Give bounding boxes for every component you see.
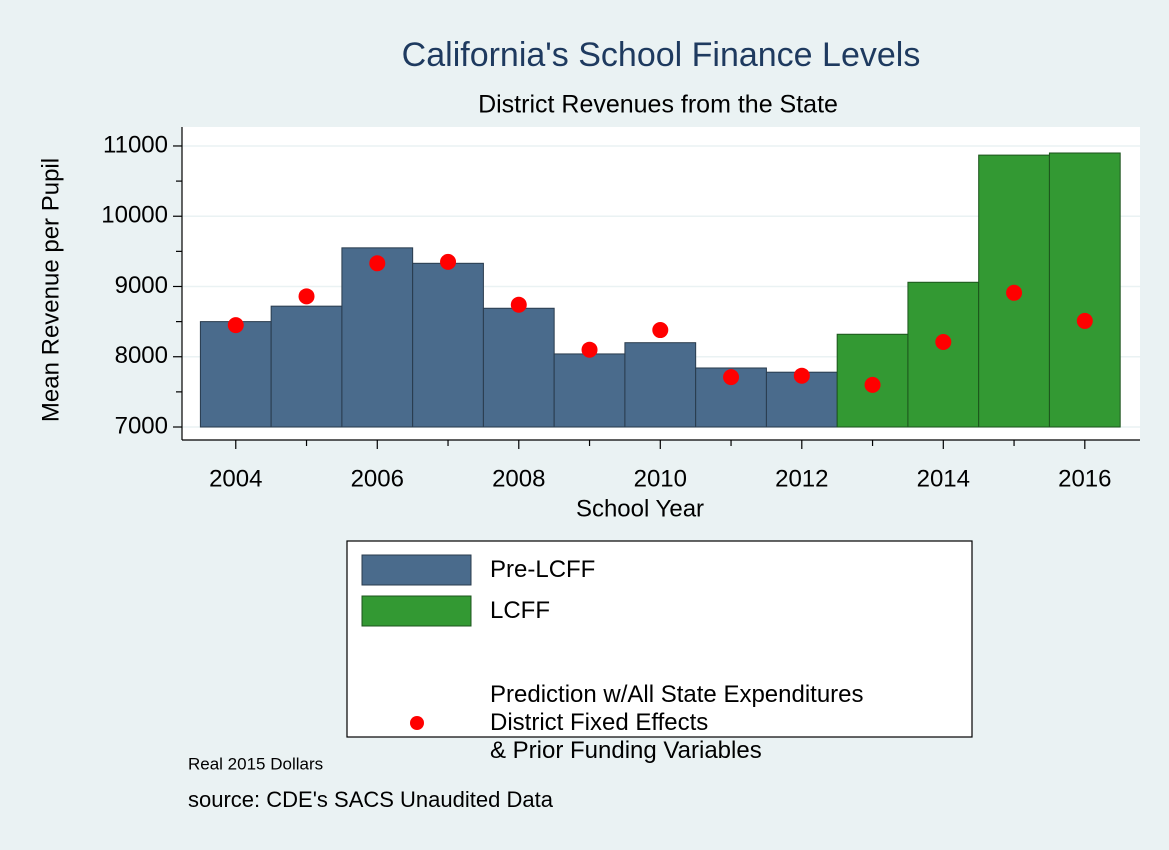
- bar: [270, 305, 343, 428]
- point: [227, 317, 244, 334]
- chart-title: California's School Finance Levels: [402, 36, 921, 74]
- point: [723, 369, 740, 386]
- x-tick-label: 2010: [634, 465, 687, 492]
- point: [1006, 284, 1023, 301]
- point: [935, 333, 952, 350]
- legend-label: LCFF: [490, 597, 550, 624]
- bar: [907, 281, 980, 428]
- legend-marker: [410, 716, 424, 730]
- bar: [341, 247, 414, 428]
- y-tick-label: 10000: [101, 202, 168, 229]
- bar: [1048, 152, 1121, 428]
- point: [652, 322, 669, 339]
- legend-swatch: [361, 595, 472, 627]
- chart-subtitle: District Revenues from the State: [478, 91, 838, 119]
- bar: [624, 342, 697, 428]
- x-axis-label: School Year: [576, 495, 704, 522]
- source-note: source: CDE's SACS Unaudited Data: [188, 787, 554, 812]
- point: [1076, 312, 1093, 329]
- point: [793, 367, 810, 384]
- point: [298, 288, 315, 305]
- y-tick-label: 11000: [103, 131, 168, 158]
- y-axis-label: Mean Revenue per Pupil: [37, 158, 64, 422]
- point: [581, 341, 598, 358]
- legend-label: Pre-LCFF: [490, 556, 596, 583]
- y-tick-label: 7000: [115, 412, 168, 439]
- bar: [553, 353, 626, 428]
- bar: [412, 262, 484, 428]
- point: [440, 253, 457, 270]
- x-tick-label: 2004: [209, 465, 262, 492]
- point: [510, 296, 527, 313]
- x-tick-label: 2016: [1058, 465, 1111, 492]
- x-tick-label: 2014: [917, 465, 970, 492]
- x-tick-label: 2008: [492, 465, 545, 492]
- legend-label: Prediction w/All State Expenditures Dist…: [490, 681, 864, 764]
- legend-swatch: [361, 554, 472, 586]
- x-tick-label: 2006: [351, 465, 404, 492]
- y-tick-label: 8000: [115, 342, 168, 369]
- bar: [482, 307, 555, 428]
- point: [864, 376, 881, 393]
- point: [369, 255, 386, 272]
- y-tick-label: 9000: [115, 272, 168, 299]
- note: Real 2015 Dollars: [188, 754, 323, 773]
- bar: [199, 321, 272, 428]
- x-tick-label: 2012: [775, 465, 828, 492]
